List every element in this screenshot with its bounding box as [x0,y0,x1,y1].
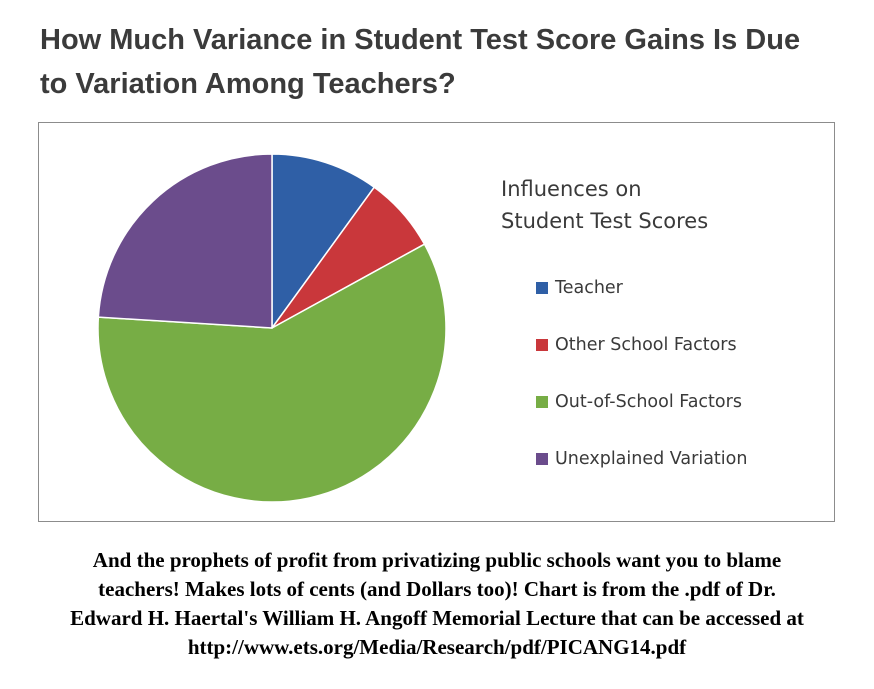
legend-label-out-of-school-factors: Out-of-School Factors [555,391,742,412]
legend-swatch-unexplained-variation [536,452,548,465]
legend-swatch-teacher [536,281,548,294]
legend-item-other-school-factors: Other School Factors [501,316,821,373]
pie-slice-out-of-school-factors [97,243,447,503]
legend-title: Influences on Student Test Scores [501,173,821,237]
legend-item-unexplained-variation: Unexplained Variation [501,430,821,487]
chart-frame: Influences on Student Test Scores Teache… [38,122,835,522]
caption-line-3: Edward H. Haertal's William H. Angoff Me… [70,606,804,630]
chart-title-line-2: to Variation Among Teachers? [40,68,456,100]
caption-line-4: http://www.ets.org/Media/Research/pdf/PI… [187,635,687,659]
pie-slice-teacher [271,153,376,331]
pie-chart [97,153,447,503]
caption-line-2: teachers! Makes lots of cents (and Dolla… [98,577,776,601]
legend-title-line-2: Student Test Scores [501,209,709,233]
legend-label-other-school-factors: Other School Factors [555,334,737,355]
legend-title-line-1: Influences on [501,177,642,201]
pie-slice-unexplained-variation [97,153,273,329]
chart-title-line-1: How Much Variance in Student Test Score … [40,24,801,56]
legend-label-unexplained-variation: Unexplained Variation [555,448,748,469]
legend-item-teacher: Teacher [501,259,821,316]
legend-swatch-other-school-factors [536,338,548,351]
legend-label-teacher: Teacher [555,277,623,298]
chart-title: How Much Variance in Student Test Score … [40,18,840,106]
legend-swatch-out-of-school-factors [536,395,548,408]
caption-line-1: And the prophets of profit from privatiz… [92,548,782,572]
legend: Influences on Student Test Scores Teache… [501,173,821,487]
caption: And the prophets of profit from privatiz… [10,546,864,662]
legend-item-out-of-school-factors: Out-of-School Factors [501,373,821,430]
